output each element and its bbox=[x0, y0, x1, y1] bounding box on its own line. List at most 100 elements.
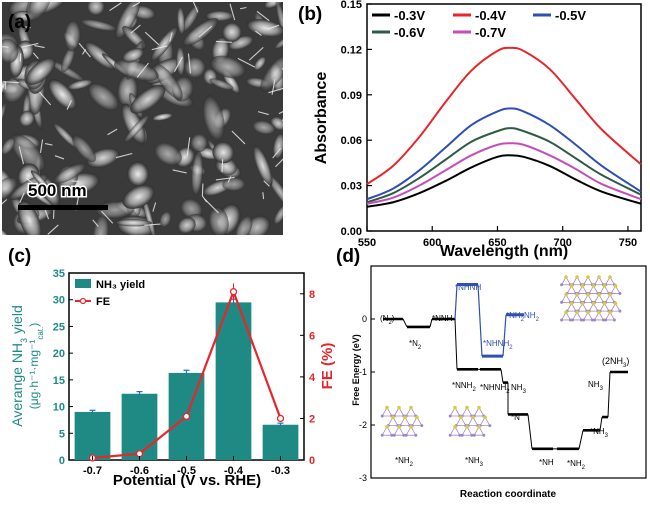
structure-atom bbox=[569, 284, 574, 288]
structure-atom bbox=[575, 310, 579, 315]
sem-flake bbox=[151, 113, 174, 121]
structure-atom bbox=[402, 433, 406, 437]
structure-atom bbox=[613, 301, 618, 306]
sem-flake-edge bbox=[144, 31, 160, 46]
sem-flake bbox=[121, 103, 146, 145]
panel-b-plot-frame bbox=[366, 3, 642, 232]
sem-flake-edge bbox=[255, 30, 262, 36]
panel-b-x-tick-label: 600 bbox=[423, 237, 441, 249]
structure-atom bbox=[580, 284, 585, 288]
sem-flake bbox=[180, 198, 203, 219]
structure-atom bbox=[618, 309, 622, 313]
sem-flake-edge bbox=[239, 6, 247, 10]
sem-flake bbox=[2, 38, 19, 64]
structure-atom bbox=[575, 275, 579, 279]
structure-atom bbox=[586, 310, 590, 315]
panel-c-bar bbox=[74, 411, 111, 460]
sem-flake bbox=[72, 135, 96, 163]
structure-atom bbox=[597, 292, 601, 297]
structure-bond bbox=[381, 425, 393, 436]
structure-atom bbox=[453, 425, 457, 429]
panel-label-b: (b) bbox=[298, 4, 322, 25]
sem-flake bbox=[130, 84, 166, 114]
panel-b-legend-label: -0.6V bbox=[394, 25, 425, 40]
sem-flake bbox=[177, 216, 196, 234]
sem-flake bbox=[86, 2, 105, 16]
panel-b-x-tick-label: 700 bbox=[554, 237, 572, 249]
sem-flake-edge bbox=[4, 81, 7, 90]
structure-bond bbox=[473, 406, 485, 417]
sem-flake-edge bbox=[2, 199, 8, 205]
structure-atom bbox=[560, 283, 564, 287]
label-struct-nh3: *NH3 bbox=[465, 456, 484, 468]
sem-flake-edge bbox=[21, 42, 39, 48]
label-star-nh: *NH bbox=[539, 458, 554, 467]
structure-bond bbox=[610, 285, 621, 294]
sem-flake-edge bbox=[47, 224, 59, 235]
label-blue-nhnh: *NHNH bbox=[455, 283, 481, 292]
sem-flake-edge bbox=[256, 10, 270, 22]
panel-c-fe-point bbox=[135, 450, 144, 458]
svg-text:Averange NH3 yield: Averange NH3 yield bbox=[9, 305, 29, 427]
sem-flake-edge bbox=[66, 100, 72, 110]
structure-bond bbox=[566, 302, 577, 312]
sem-flake bbox=[17, 200, 42, 235]
panel-label-d: (d) bbox=[336, 246, 360, 267]
label-star-nh3: *NH3 bbox=[590, 427, 609, 439]
sem-flake bbox=[191, 150, 204, 196]
structure-inset-nh3 bbox=[448, 405, 492, 437]
sem-flake-edge bbox=[78, 42, 91, 58]
structure-atom bbox=[385, 425, 389, 429]
sem-flake bbox=[87, 82, 120, 111]
panel-d-black-connector bbox=[500, 369, 504, 383]
sem-flake bbox=[84, 41, 116, 70]
structure-bond bbox=[479, 416, 491, 427]
panel-c-right-tick-label: 4 bbox=[309, 372, 316, 384]
sem-flake-edge bbox=[227, 176, 232, 183]
panel-c-right-tick-label: 8 bbox=[309, 289, 315, 301]
structure-atom bbox=[472, 433, 476, 437]
sem-flake-edge bbox=[18, 146, 25, 165]
scale-bar bbox=[18, 205, 108, 210]
structure-atom bbox=[560, 300, 564, 304]
structure-atom bbox=[564, 310, 568, 315]
sem-flake-edge bbox=[92, 219, 99, 227]
panel-d-y-axis-title: Free Energy (eV) bbox=[351, 334, 361, 406]
panel-c-bar bbox=[262, 424, 299, 460]
label-n2: (N2) bbox=[380, 314, 395, 326]
structure-atom bbox=[560, 318, 564, 322]
scale-bar-label: 500 nm bbox=[28, 181, 87, 200]
sem-flake bbox=[18, 110, 35, 127]
sem-flake-edge bbox=[169, 32, 173, 42]
sem-flake bbox=[273, 204, 283, 225]
structure-atom bbox=[471, 415, 475, 420]
structure-atom bbox=[470, 433, 474, 437]
sem-flake bbox=[53, 163, 86, 184]
panel-label-a: (a) bbox=[8, 12, 31, 33]
structure-atom bbox=[590, 318, 594, 322]
structure-bond bbox=[588, 285, 599, 294]
sem-flake-edge bbox=[271, 78, 276, 95]
structure-bond bbox=[571, 276, 583, 286]
sem-flake bbox=[67, 79, 93, 90]
structure-atom bbox=[597, 275, 601, 279]
panel-b-series-line bbox=[366, 46, 642, 185]
structure-atom bbox=[593, 318, 597, 322]
sem-flake bbox=[272, 133, 283, 160]
panel-c-left-tick-label: 15 bbox=[53, 375, 65, 387]
structure-atom bbox=[575, 292, 579, 297]
panel-b-y-tick-label: 0.06 bbox=[341, 135, 362, 147]
panel-b-series-line bbox=[366, 107, 642, 201]
structure-bond bbox=[405, 425, 417, 436]
sem-flake bbox=[235, 215, 253, 235]
structure-atom bbox=[571, 318, 575, 322]
structure-atom bbox=[568, 318, 572, 322]
sem-flake-edge bbox=[130, 24, 141, 34]
sem-flake-edge bbox=[237, 57, 256, 68]
panel-b-legend-label: -0.4V bbox=[475, 8, 506, 23]
panel-d-y-tick-label: 0 bbox=[362, 314, 367, 324]
sem-flake bbox=[190, 133, 208, 153]
sem-flake bbox=[25, 2, 52, 22]
structure-atom bbox=[448, 414, 452, 418]
